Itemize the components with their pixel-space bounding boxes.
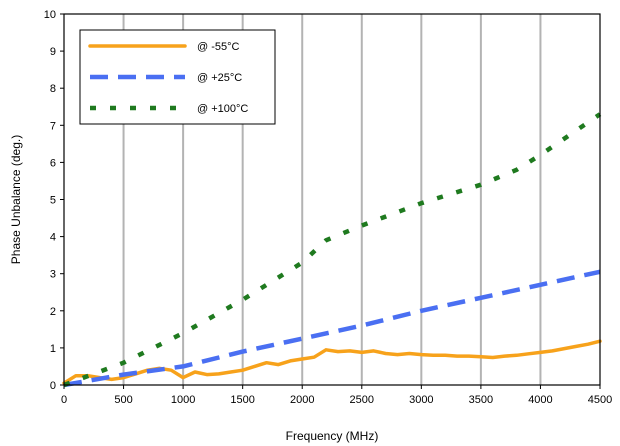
series-line-3 bbox=[63, 112, 602, 388]
legend-label-3: @ +100°C bbox=[197, 103, 248, 115]
x-tick-label: 2000 bbox=[290, 394, 314, 406]
y-tick-label: 7 bbox=[50, 120, 56, 132]
y-tick-label: 4 bbox=[50, 232, 56, 244]
x-tick-label: 3000 bbox=[409, 394, 433, 406]
legend: @ -55°C @ +25°C @ +100°C bbox=[79, 29, 276, 125]
y-tick-label: 5 bbox=[50, 195, 56, 207]
x-tick-label: 1500 bbox=[230, 394, 254, 406]
y-tick-label: 9 bbox=[50, 46, 56, 58]
x-tick-label: 0 bbox=[61, 394, 67, 406]
series-lines bbox=[62, 112, 602, 388]
x-tick-label: 3500 bbox=[469, 394, 493, 406]
y-tick-label: 2 bbox=[50, 306, 56, 318]
y-axis-title: Phase Unbalance (deg.) bbox=[9, 135, 23, 264]
y-tick-label: 10 bbox=[44, 9, 56, 21]
axis-ticks: 0 500 1000 1500 2000 2500 3000 3500 4000 4500 0 1 2 3… bbox=[44, 9, 612, 406]
x-tick-label: 500 bbox=[114, 394, 132, 406]
x-tick-label: 1000 bbox=[171, 394, 195, 406]
series-line-2 bbox=[63, 269, 601, 388]
y-tick-label: 1 bbox=[50, 343, 56, 355]
x-tick-label: 4000 bbox=[528, 394, 552, 406]
x-axis-title: Frequency (MHz) bbox=[286, 429, 379, 443]
y-tick-label: 6 bbox=[50, 157, 56, 169]
legend-label-1: @ -55°C bbox=[197, 41, 240, 53]
x-tick-label: 2500 bbox=[350, 394, 374, 406]
series-line-1 bbox=[62, 339, 602, 385]
x-tick-label: 4500 bbox=[588, 394, 612, 406]
y-tick-label: 0 bbox=[50, 380, 56, 392]
y-tick-label: 3 bbox=[50, 269, 56, 281]
y-tick-label: 8 bbox=[50, 83, 56, 95]
legend-label-2: @ +25°C bbox=[197, 72, 242, 84]
